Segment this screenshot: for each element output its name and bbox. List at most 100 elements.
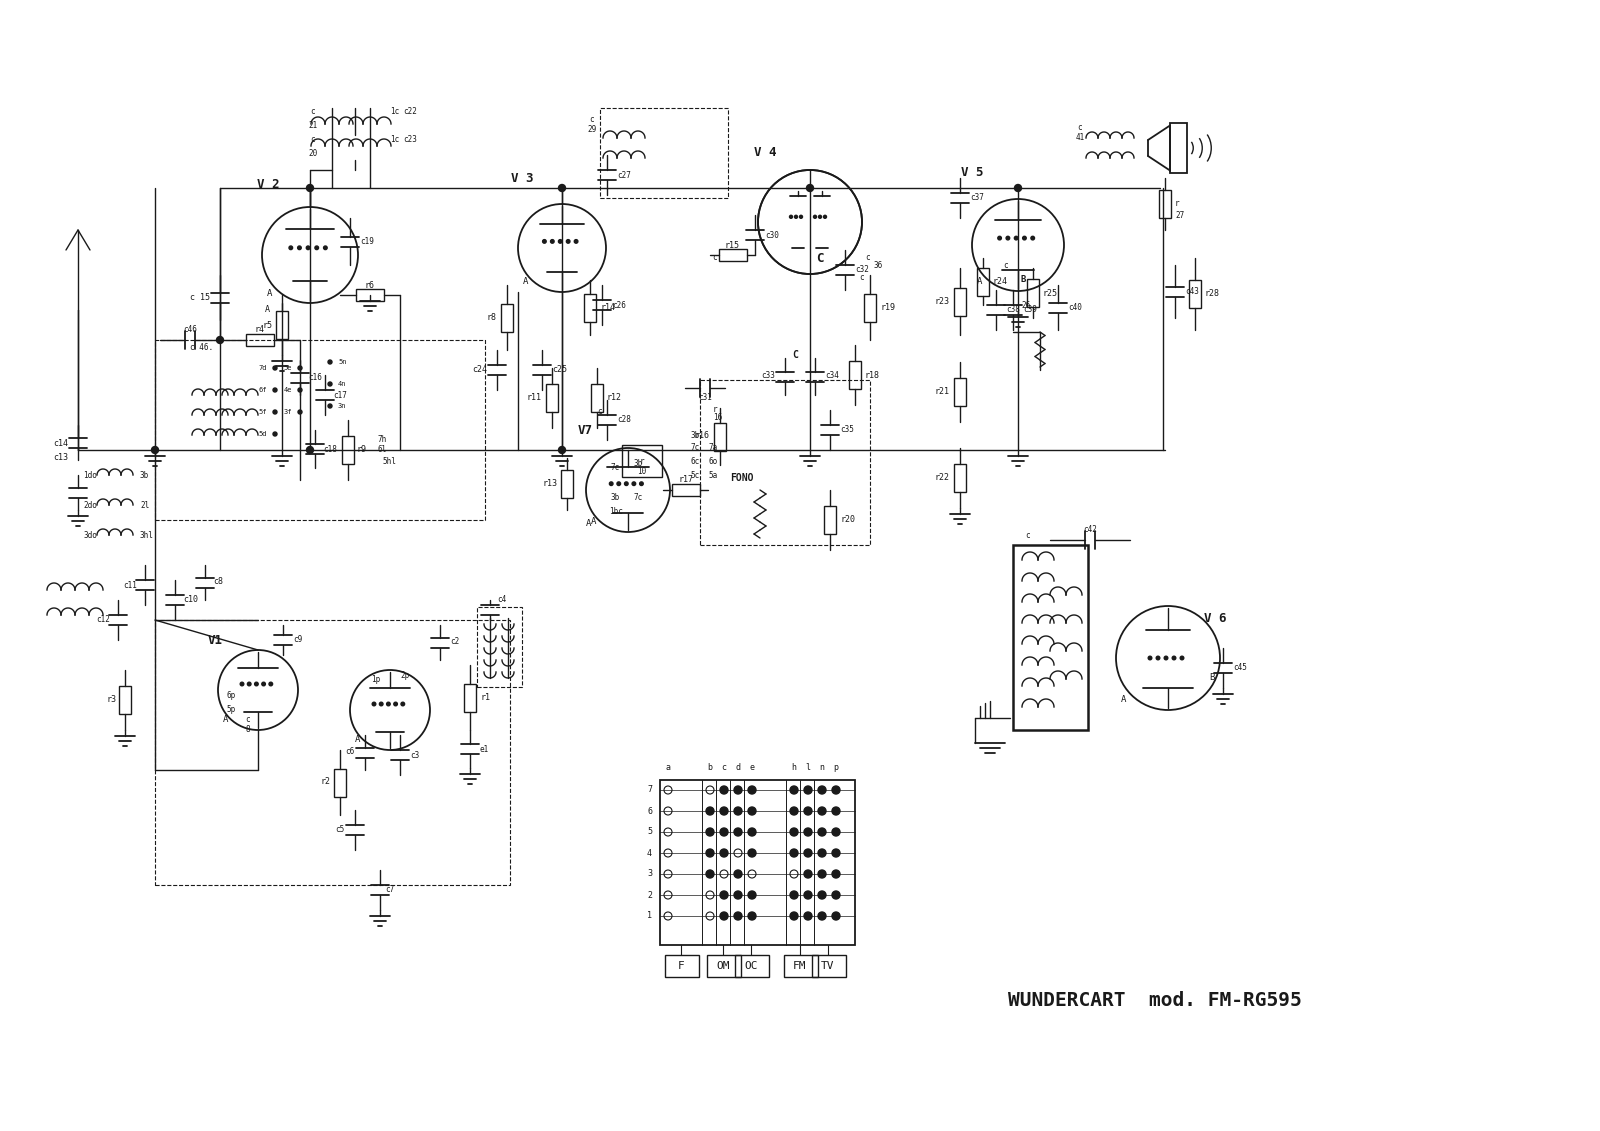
Circle shape [720, 849, 728, 857]
Text: c14: c14 [53, 439, 67, 448]
Circle shape [542, 240, 546, 243]
Circle shape [216, 337, 224, 344]
Text: r12: r12 [606, 394, 622, 403]
Text: c: c [866, 253, 870, 262]
Text: c33: c33 [762, 371, 774, 380]
Text: r3: r3 [106, 696, 115, 705]
Text: 7d: 7d [259, 365, 267, 371]
Circle shape [1030, 236, 1035, 240]
Text: 5e: 5e [283, 365, 291, 371]
Bar [355, 290, 384, 301]
Text: c: c [246, 716, 250, 725]
Text: 5d: 5d [259, 431, 267, 437]
Text: A: A [266, 305, 270, 314]
Circle shape [262, 682, 266, 685]
Circle shape [298, 411, 302, 414]
Text: r1: r1 [480, 692, 490, 701]
Bar [546, 385, 558, 412]
Text: c35: c35 [840, 425, 854, 434]
Text: 7c: 7c [690, 443, 699, 452]
Bar [784, 955, 818, 977]
Bar [813, 955, 846, 977]
Circle shape [720, 891, 728, 899]
Circle shape [818, 891, 826, 899]
Circle shape [1181, 656, 1184, 659]
Circle shape [805, 870, 813, 878]
Circle shape [290, 247, 293, 250]
Text: 1do: 1do [83, 470, 98, 480]
Circle shape [1014, 184, 1021, 191]
Text: c39: c39 [1022, 305, 1037, 314]
Circle shape [749, 912, 757, 920]
Text: r17: r17 [678, 475, 693, 484]
Text: 36: 36 [874, 260, 883, 269]
Text: TV: TV [821, 961, 835, 972]
Bar [661, 780, 854, 946]
Text: 1p: 1p [371, 675, 381, 684]
Text: 7c: 7c [611, 464, 621, 473]
Text: a: a [666, 763, 670, 772]
Circle shape [720, 808, 728, 815]
Text: c5: c5 [336, 826, 346, 835]
Circle shape [618, 482, 621, 485]
Text: c45: c45 [1234, 664, 1246, 673]
Text: c16: c16 [307, 372, 322, 381]
Circle shape [328, 360, 333, 364]
Bar [501, 303, 514, 331]
Text: A: A [267, 288, 272, 297]
Text: 8: 8 [246, 725, 250, 734]
Text: OC: OC [744, 961, 758, 972]
Circle shape [832, 870, 840, 878]
Text: c3: c3 [410, 751, 419, 760]
Text: A: A [978, 276, 982, 285]
Text: e: e [749, 763, 755, 772]
Bar [1170, 123, 1187, 173]
Text: r14: r14 [600, 302, 614, 311]
Bar [954, 378, 966, 406]
Bar [1027, 279, 1038, 307]
Circle shape [307, 447, 314, 454]
Text: r8: r8 [486, 312, 498, 321]
Circle shape [790, 828, 798, 836]
Text: c38: c38 [1006, 305, 1019, 314]
Text: r4: r4 [254, 326, 266, 335]
Text: WUNDERCART  mod. FM-RG595: WUNDERCART mod. FM-RG595 [1008, 991, 1302, 1010]
Circle shape [1022, 236, 1026, 240]
Circle shape [790, 808, 798, 815]
Text: B: B [1210, 673, 1214, 682]
Text: r23: r23 [934, 296, 950, 305]
Text: A: A [523, 277, 528, 286]
Bar [864, 294, 877, 321]
Bar [714, 423, 726, 450]
Circle shape [240, 682, 243, 685]
Text: 29: 29 [587, 126, 597, 135]
Text: V 6: V 6 [1203, 612, 1226, 624]
Bar [1013, 545, 1088, 729]
Text: 4e: 4e [283, 387, 291, 392]
Text: c4: c4 [498, 596, 507, 604]
Text: b: b [707, 763, 712, 772]
Bar [118, 687, 131, 714]
Text: 26: 26 [1021, 301, 1030, 310]
Text: d: d [736, 763, 741, 772]
Text: r2: r2 [320, 777, 330, 786]
Circle shape [790, 912, 798, 920]
Circle shape [720, 912, 728, 920]
Text: A: A [592, 518, 597, 527]
Bar [707, 955, 741, 977]
Circle shape [749, 828, 757, 836]
Bar [590, 385, 603, 412]
Bar [718, 249, 747, 261]
Text: c: c [722, 763, 726, 772]
Circle shape [818, 849, 826, 857]
Circle shape [998, 236, 1002, 240]
Circle shape [706, 849, 714, 857]
Bar [477, 607, 522, 687]
Text: V 5: V 5 [960, 165, 984, 179]
Circle shape [734, 912, 742, 920]
Circle shape [819, 215, 821, 218]
Text: 10: 10 [637, 467, 646, 476]
Text: 5hl: 5hl [382, 458, 395, 466]
Circle shape [749, 891, 757, 899]
Bar [954, 287, 966, 316]
